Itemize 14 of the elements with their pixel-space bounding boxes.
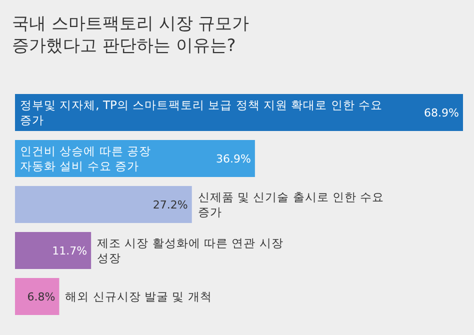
y-tick-label: 인건비 상승에 따른 공장 자동화 설비 수요 증가 [20, 144, 151, 173]
bar: 6.8% 해외 신규시장 발굴 및 개척 [15, 278, 212, 315]
y-tick-label: 신제품 및 신기술 출시로 인한 수요 증가 [198, 190, 384, 219]
data-label: 6.8% [27, 290, 56, 304]
data-label: 36.9% [216, 152, 251, 166]
data-label: 11.7% [52, 244, 88, 258]
data-label: 68.9% [424, 106, 459, 120]
y-tick-label: 정부및 지자체, TP의 스마트팩토리 보급 정책 지원 확대로 인한 수요 증가 [20, 98, 383, 127]
y-tick-label: 해외 신규시장 발굴 및 개척 [65, 290, 212, 304]
bar: 68.9% 정부및 지자체, TP의 스마트팩토리 보급 정책 지원 확대로 인한 수요 증가 [15, 94, 463, 131]
y-tick-label: 제조 시장 활성화에 따른 연관 시장 성장 [97, 236, 284, 265]
bar: 36.9% 인건비 상승에 따른 공장 자동화 설비 수요 증가 [15, 140, 255, 177]
data-label: 27.2% [152, 198, 188, 212]
chart-title: 국내 스마트팩토리 시장 규모가 증가했다고 판단하는 이유는? [12, 14, 250, 56]
